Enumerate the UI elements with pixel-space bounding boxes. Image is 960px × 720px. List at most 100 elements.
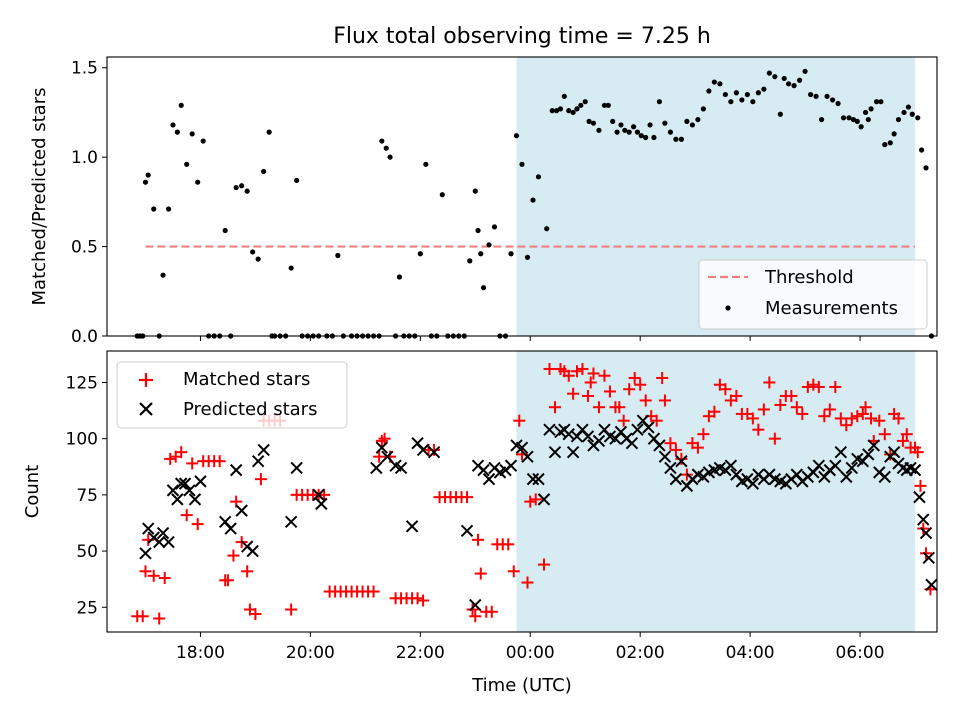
- ytick-label: 1.0: [71, 148, 98, 168]
- count-panel-xlabel: Time (UTC): [471, 675, 572, 696]
- predicted-point: [405, 520, 419, 533]
- predicted-point: [460, 524, 474, 538]
- measurement-point: [706, 88, 712, 94]
- matched-point: [884, 448, 897, 461]
- matched-point: [796, 407, 809, 420]
- predicted-point: [658, 450, 672, 463]
- legend-predicted-swatch: [139, 402, 153, 416]
- ytick-label: 0.5: [71, 238, 98, 258]
- measurement-point: [840, 115, 847, 121]
- measurement-point: [610, 118, 616, 124]
- matched-point: [537, 558, 550, 571]
- matched-point: [656, 371, 669, 384]
- predicted-point: [548, 445, 562, 459]
- xtick-label: 00:00: [506, 643, 555, 663]
- ytick-label: 100: [66, 430, 98, 450]
- predicted-point: [829, 459, 842, 472]
- matched-point: [639, 394, 652, 407]
- predicted-point: [171, 493, 184, 506]
- measurement-point: [673, 136, 679, 142]
- matched-point: [213, 455, 226, 468]
- measurement-point: [590, 120, 597, 126]
- matched-point: [136, 610, 149, 623]
- measurement-point: [491, 224, 498, 230]
- measurement-point: [630, 124, 637, 130]
- matched-point: [411, 592, 424, 605]
- measurement-point: [145, 172, 151, 178]
- predicted-point: [724, 459, 738, 472]
- matched-point: [730, 389, 743, 402]
- measurement-point: [711, 79, 717, 85]
- measurement-point: [772, 74, 778, 80]
- measurement-point: [846, 115, 852, 121]
- matched-point: [153, 612, 166, 625]
- predicted-point: [194, 475, 207, 488]
- matched-point: [474, 567, 487, 580]
- matched-point: [428, 443, 441, 456]
- measurement-point: [891, 131, 897, 137]
- matched-point: [911, 446, 924, 459]
- matched-point: [634, 378, 647, 391]
- measurement-point: [222, 227, 228, 234]
- measurement-point: [854, 118, 860, 124]
- measurement-point: [266, 129, 272, 135]
- matched-point: [524, 495, 537, 508]
- matched-point: [878, 428, 891, 441]
- measurement-point: [750, 99, 756, 105]
- predicted-point: [246, 544, 259, 558]
- predicted-point: [878, 470, 891, 484]
- measurement-point: [905, 104, 912, 110]
- matched-point: [147, 569, 160, 582]
- matched-point: [613, 401, 626, 414]
- measurement-point: [423, 161, 429, 167]
- matched-point: [318, 488, 331, 501]
- measurement-point: [614, 129, 620, 135]
- measurement-point: [717, 81, 723, 87]
- matched-point: [818, 410, 831, 423]
- matched-point: [254, 473, 267, 486]
- figure-title: Flux total observing time = 7.25 h: [333, 24, 711, 49]
- measurement-point: [557, 106, 564, 112]
- ratio-panel-ticks: 0.0 0.5 1.0 1.5: [71, 59, 861, 347]
- matched-point: [708, 405, 721, 418]
- measurement-point: [379, 138, 385, 144]
- ytick-label: 50: [76, 542, 98, 562]
- matched-point: [892, 412, 905, 425]
- matched-point: [617, 414, 630, 427]
- predicted-point: [284, 515, 298, 529]
- matched-point: [697, 428, 710, 441]
- measurement-point: [561, 93, 567, 99]
- measurement-point: [261, 168, 267, 175]
- predicted-point: [156, 526, 170, 540]
- matched-point: [548, 401, 561, 414]
- measurement-point: [923, 165, 929, 171]
- legend-matched-label: Matched stars: [183, 369, 310, 390]
- predicted-point: [375, 441, 389, 454]
- measurement-point: [865, 116, 871, 123]
- predicted-point: [394, 461, 408, 475]
- measurement-point: [873, 99, 880, 105]
- matched-point: [461, 491, 474, 504]
- measurement-point: [781, 75, 787, 82]
- matched-point: [691, 441, 704, 454]
- predicted-point: [532, 472, 545, 486]
- ratio-panel: 0.0 0.5 1.0 1.5 Matched/Predicted stars Thr…: [29, 56, 938, 347]
- measurement-point: [761, 86, 767, 92]
- matched-point: [823, 403, 836, 416]
- count-panel-ylabel: Count: [22, 465, 43, 518]
- matched-point: [856, 407, 869, 420]
- matched-point: [669, 443, 682, 456]
- matched-point: [917, 522, 930, 535]
- matched-point: [584, 376, 597, 389]
- predicted-point: [812, 459, 826, 472]
- predicted-point: [153, 535, 166, 549]
- matched-point: [829, 380, 842, 393]
- matched-point: [840, 419, 853, 432]
- measurement-point: [766, 70, 772, 76]
- count-panel-legend: Matched stars Predicted stars: [116, 361, 348, 429]
- matched-point: [581, 389, 594, 402]
- measurement-point: [626, 129, 632, 135]
- count-panel-ticks: 25 50 75 100 125 18:00 20:00 22:00 00:00 02:00 04:…: [66, 373, 885, 663]
- matched-point: [241, 565, 254, 578]
- matched-point: [367, 585, 380, 598]
